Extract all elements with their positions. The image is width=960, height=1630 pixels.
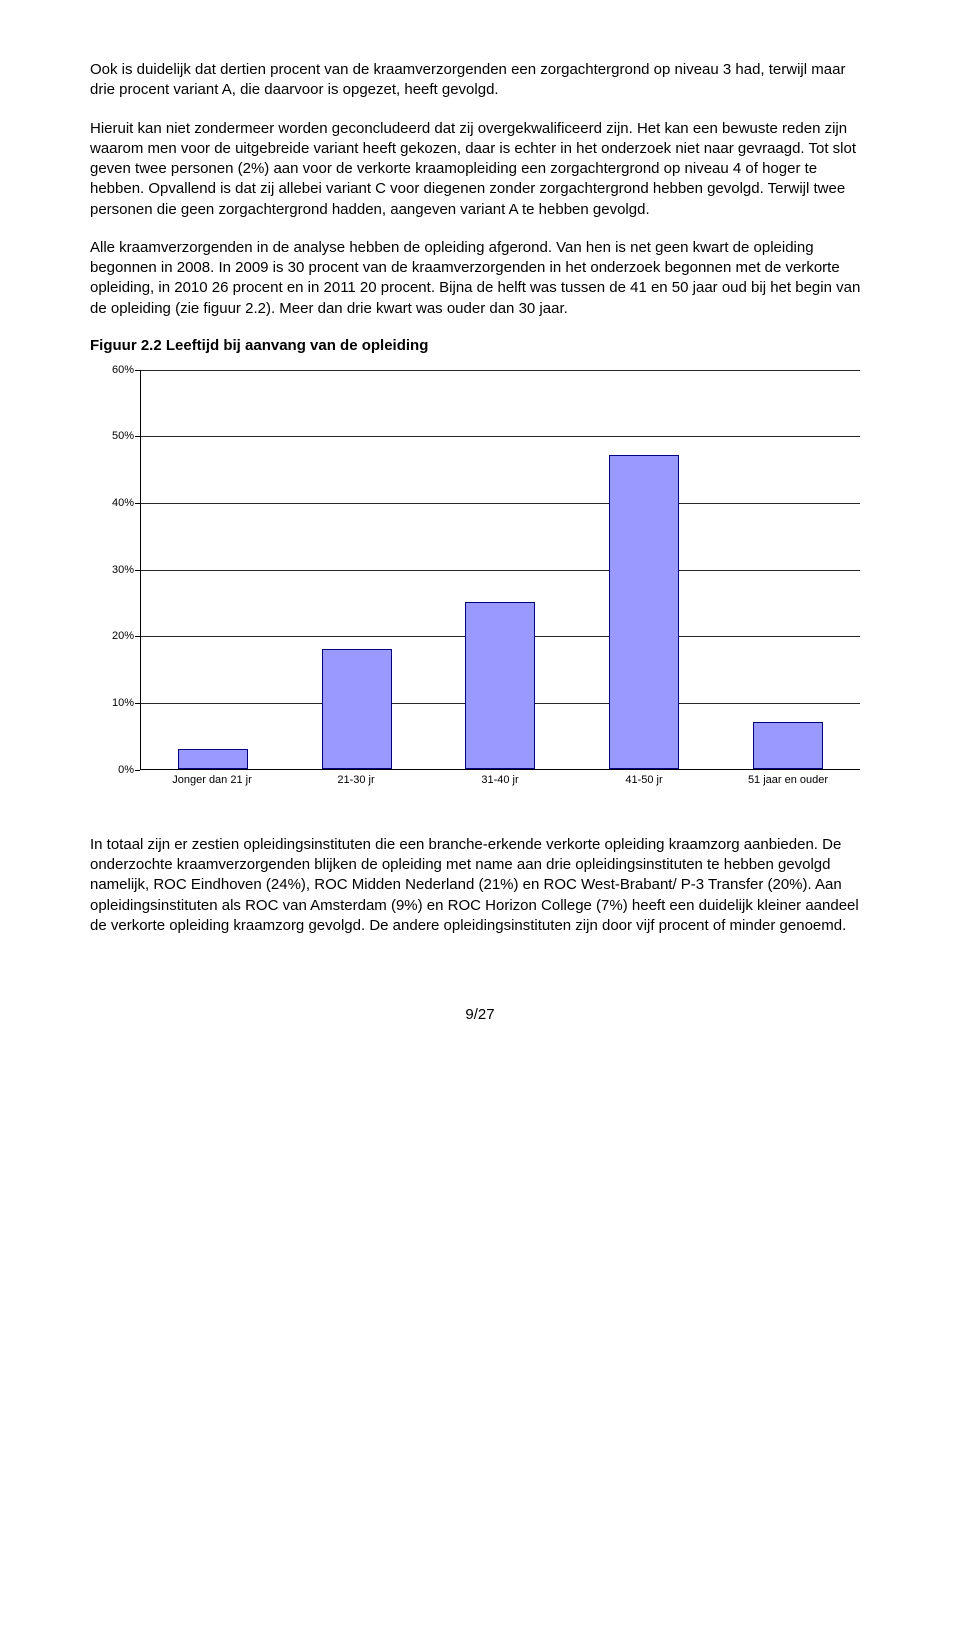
x-axis-label: 51 jaar en ouder: [716, 774, 860, 786]
chart-plot-area: [140, 370, 860, 770]
y-axis-label: 30%: [90, 564, 134, 576]
y-axis-label: 0%: [90, 764, 134, 776]
y-axis-label: 20%: [90, 630, 134, 642]
y-axis-label: 40%: [90, 497, 134, 509]
chart-bar: [178, 749, 248, 769]
x-axis-labels: Jonger dan 21 jr21-30 jr31-40 jr41-50 jr…: [140, 774, 860, 786]
x-axis-label: 41-50 jr: [572, 774, 716, 786]
y-axis-label: 60%: [90, 364, 134, 376]
chart-bars: [141, 370, 860, 769]
chart-bar: [609, 455, 679, 768]
chart-bar: [753, 722, 823, 769]
figure-title: Figuur 2.2 Leeftijd bij aanvang van de o…: [90, 337, 870, 354]
chart-bar: [465, 602, 535, 769]
x-axis-label: 31-40 jr: [428, 774, 572, 786]
body-paragraph: Hieruit kan niet zondermeer worden gecon…: [90, 119, 870, 220]
y-axis-label: 50%: [90, 430, 134, 442]
bar-chart: 0% 10% 20% 30% 40% 50% 60% Jonger dan 21 jr21-3…: [90, 360, 870, 810]
y-axis-label: 10%: [90, 697, 134, 709]
chart-bar: [322, 649, 392, 769]
body-paragraph: In totaal zijn er zestien opleidingsinst…: [90, 835, 870, 936]
body-paragraph: Alle kraamverzorgenden in de analyse heb…: [90, 238, 870, 319]
x-axis-label: 21-30 jr: [284, 774, 428, 786]
page-number: 9/27: [90, 1006, 870, 1023]
body-paragraph: Ook is duidelijk dat dertien procent van…: [90, 60, 870, 101]
x-axis-label: Jonger dan 21 jr: [140, 774, 284, 786]
